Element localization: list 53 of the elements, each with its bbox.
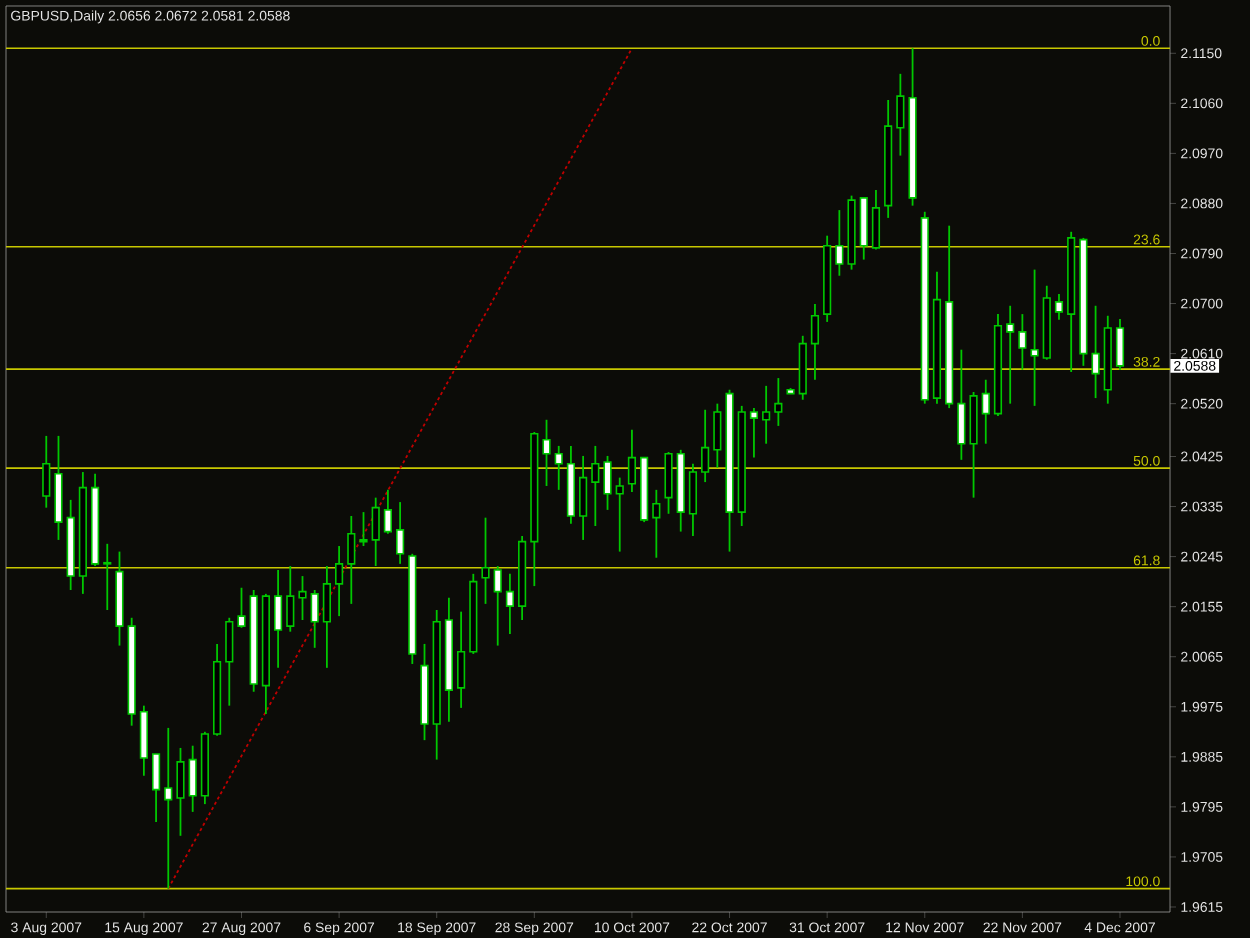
- candlestick: [762, 384, 771, 445]
- candlestick: [310, 589, 319, 649]
- candlestick: [176, 747, 185, 837]
- candlestick: [859, 196, 868, 261]
- candlestick: [1115, 318, 1125, 371]
- candlestick: [457, 610, 466, 709]
- candlestick: [664, 451, 673, 515]
- candlestick: [164, 727, 173, 890]
- candlestick: [286, 565, 295, 633]
- candlestick: [493, 565, 502, 647]
- candlestick: [701, 408, 710, 483]
- candlestick: [835, 209, 844, 277]
- candlestick: [871, 189, 881, 251]
- candlestick: [481, 516, 490, 605]
- candlestick: [688, 462, 698, 537]
- candlestick: [1006, 304, 1015, 405]
- candlestick: [652, 488, 661, 559]
- candlestick: [603, 455, 612, 511]
- candlestick: [188, 744, 197, 813]
- candlestick: [322, 565, 331, 669]
- candlestick: [981, 378, 990, 445]
- candlestick: [749, 407, 759, 459]
- candlestick: [957, 348, 966, 461]
- candlestick: [359, 511, 368, 547]
- candlestick: [627, 428, 637, 493]
- candlestick: [505, 572, 515, 635]
- candlestick: [1054, 293, 1064, 321]
- candlestick: [396, 501, 405, 565]
- candlestick: [139, 704, 148, 777]
- candlestick: [615, 476, 624, 553]
- candlestick: [1018, 313, 1027, 371]
- candlestick: [542, 418, 551, 487]
- candlestick: [591, 445, 600, 527]
- candlestick: [151, 753, 161, 823]
- candlestick: [103, 542, 112, 611]
- candlestick: [774, 377, 783, 427]
- candlestick: [383, 488, 392, 535]
- candlestick: [237, 586, 246, 629]
- candlestick: [298, 575, 307, 621]
- candlestick: [371, 496, 380, 567]
- candlestick: [713, 402, 722, 469]
- candlestick: [554, 445, 563, 491]
- candlestick: [1091, 304, 1100, 399]
- candlestick: [347, 515, 356, 605]
- candlestick: [1030, 268, 1039, 407]
- candlestick: [969, 391, 978, 499]
- candlestick: [42, 435, 51, 509]
- candlestick: [225, 616, 234, 707]
- candlestick: [274, 569, 283, 669]
- candlestick: [810, 303, 820, 381]
- candlestick: [896, 72, 905, 157]
- candlestick: [579, 455, 588, 541]
- candlestick: [335, 545, 344, 618]
